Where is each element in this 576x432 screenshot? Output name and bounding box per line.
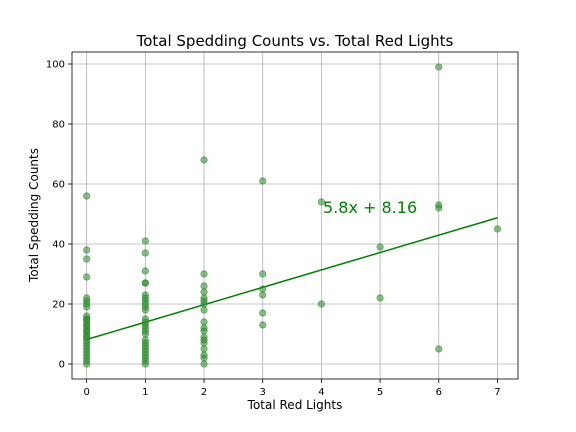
y-axis-label: Total Spedding Counts bbox=[27, 148, 41, 283]
y-tick-label: 20 bbox=[52, 300, 65, 311]
y-axis-ticks: 0 20 40 60 80 100 bbox=[46, 60, 72, 371]
data-point bbox=[83, 192, 91, 200]
data-point bbox=[317, 300, 326, 308]
data-point bbox=[141, 267, 149, 275]
trendline-equation: 5.8x + 8.16 bbox=[323, 198, 417, 217]
data-point bbox=[259, 177, 267, 185]
data-point bbox=[435, 204, 443, 212]
data-point bbox=[376, 294, 384, 302]
data-point bbox=[435, 63, 443, 71]
trendline-group bbox=[86, 217, 498, 341]
x-tick-label: 5 bbox=[377, 387, 383, 398]
data-point bbox=[493, 225, 502, 233]
x-tick-label: 0 bbox=[83, 387, 89, 398]
data-point bbox=[83, 321, 91, 329]
data-point bbox=[259, 291, 267, 299]
data-point bbox=[200, 327, 208, 335]
data-point bbox=[200, 288, 208, 296]
x-tick-label: 6 bbox=[436, 387, 442, 398]
data-point bbox=[435, 345, 443, 353]
plot-frame bbox=[71, 51, 519, 380]
data-point bbox=[141, 303, 149, 311]
y-tick-label: 0 bbox=[59, 360, 65, 371]
data-point bbox=[259, 309, 267, 317]
x-axis-ticks: 0 1 2 3 4 5 6 7 bbox=[83, 379, 501, 398]
data-point bbox=[259, 321, 267, 329]
data-point bbox=[141, 279, 149, 287]
data-point bbox=[83, 303, 91, 311]
trendline bbox=[86, 217, 498, 341]
data-point bbox=[83, 246, 91, 254]
y-tick-label: 80 bbox=[52, 120, 65, 131]
x-tick-label: 7 bbox=[494, 387, 500, 398]
data-point bbox=[141, 330, 149, 338]
x-tick-label: 3 bbox=[260, 387, 266, 398]
y-tick-label: 60 bbox=[52, 180, 65, 191]
data-point bbox=[200, 300, 208, 308]
data-point bbox=[141, 237, 149, 245]
data-point bbox=[200, 282, 208, 290]
x-tick-label: 2 bbox=[201, 387, 207, 398]
data-point bbox=[141, 360, 149, 368]
y-tick-label: 100 bbox=[46, 60, 65, 71]
data-points bbox=[83, 63, 502, 368]
x-tick-label: 1 bbox=[142, 387, 148, 398]
data-point bbox=[83, 327, 91, 335]
y-tick-label: 40 bbox=[52, 240, 65, 251]
data-point bbox=[259, 285, 267, 293]
data-point bbox=[200, 156, 208, 164]
data-point bbox=[259, 270, 267, 278]
data-point bbox=[200, 270, 208, 278]
x-axis-label: Total Red Lights bbox=[247, 398, 343, 412]
data-point bbox=[200, 318, 208, 326]
data-point bbox=[200, 345, 208, 353]
data-point bbox=[200, 306, 208, 314]
data-point bbox=[317, 198, 326, 206]
grid-lines bbox=[72, 52, 518, 379]
data-point bbox=[83, 315, 91, 323]
chart-title: Total Spedding Counts vs. Total Red Ligh… bbox=[136, 32, 454, 50]
data-point bbox=[141, 249, 149, 257]
data-point bbox=[83, 360, 91, 368]
data-point bbox=[83, 255, 91, 263]
data-point bbox=[83, 273, 91, 281]
data-point bbox=[200, 339, 208, 347]
data-point bbox=[83, 333, 91, 341]
x-tick-label: 4 bbox=[318, 387, 324, 398]
data-point bbox=[200, 354, 208, 362]
data-point bbox=[200, 360, 208, 368]
data-point bbox=[376, 243, 384, 251]
